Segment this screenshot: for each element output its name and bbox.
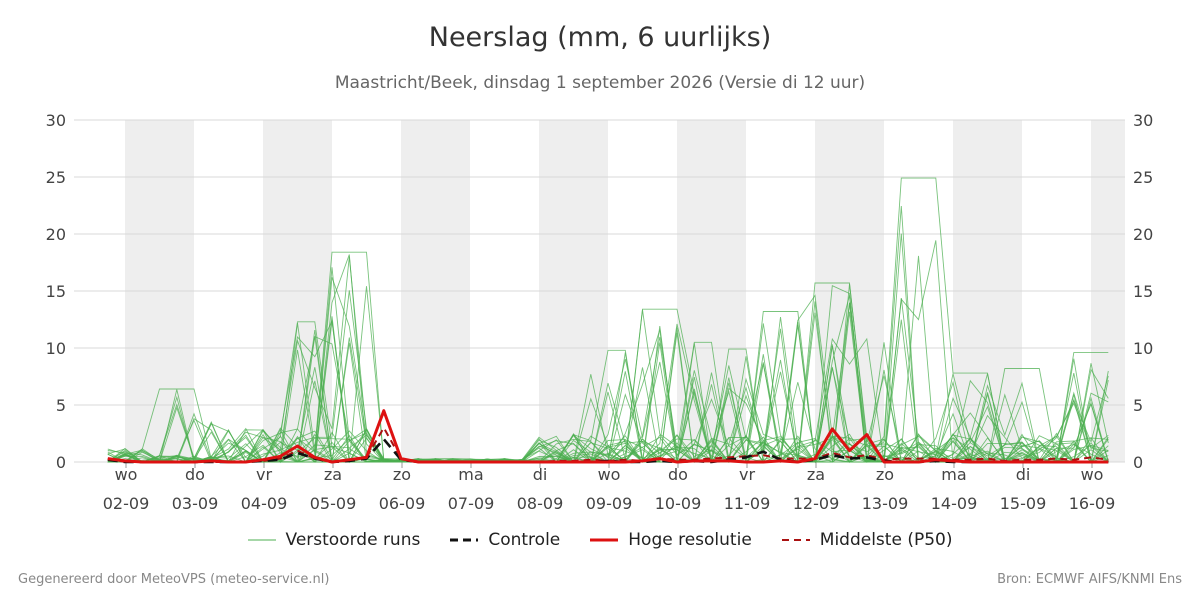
x-tick-label-day: za	[324, 465, 342, 484]
footer-generator: Gegenereerd door MeteoVPS (meteo-service…	[18, 572, 330, 587]
x-tick-label-day: di	[533, 465, 548, 484]
legend-swatch-hires	[590, 538, 619, 542]
y-tick-label-right: 5	[1133, 396, 1143, 415]
x-tick-label-day: do	[185, 465, 205, 484]
legend-item-median[interactable]: Middelste (P50)	[781, 530, 953, 550]
y-tick-label-right: 0	[1133, 453, 1143, 472]
y-tick-label-right: 10	[1133, 339, 1153, 358]
legend-item-control[interactable]: Controle	[450, 530, 560, 550]
x-tick-label-day: vr	[739, 465, 755, 484]
x-tick-label-date: 13-09	[862, 494, 909, 513]
x-tick-label-day: wo	[1081, 465, 1104, 484]
y-tick-label-right: 30	[1133, 111, 1153, 130]
legend-label-control: Controle	[488, 530, 561, 550]
legend-swatch-control	[450, 538, 479, 542]
y-tick-label-right: 20	[1133, 225, 1153, 244]
x-tick-label-date: 06-09	[379, 494, 426, 513]
legend-item-hires[interactable]: Hoge resolutie	[590, 530, 752, 550]
x-tick-label-day: di	[1016, 465, 1031, 484]
y-tick-label-left: 0	[56, 453, 66, 472]
x-tick-label-day: vr	[256, 465, 272, 484]
y-tick-label-left: 15	[46, 282, 66, 301]
y-tick-label-left: 10	[46, 339, 66, 358]
y-tick-label-left: 25	[46, 168, 66, 187]
x-tick-label-date: 04-09	[241, 494, 288, 513]
chart-title: Neerslag (mm, 6 uurlijks)	[428, 22, 772, 53]
x-tick-label-day: wo	[115, 465, 138, 484]
x-tick-label-day: zo	[876, 465, 894, 484]
legend-label-median: Middelste (P50)	[819, 530, 953, 550]
x-tick-label-day: zo	[393, 465, 411, 484]
x-tick-label-day: wo	[598, 465, 621, 484]
series-line-hoge-resolutie	[107, 409, 1109, 464]
y-tick-label-right: 25	[1133, 168, 1153, 187]
y-tick-label-left: 30	[46, 111, 66, 130]
x-tick-label-date: 09-09	[586, 494, 633, 513]
x-tick-label-day: do	[668, 465, 688, 484]
x-tick-label-date: 10-09	[655, 494, 702, 513]
y-tick-label-left: 5	[56, 396, 66, 415]
legend-swatch-median	[781, 539, 810, 541]
x-tick-label-date: 05-09	[310, 494, 357, 513]
x-tick-label-day: ma	[458, 465, 483, 484]
x-tick-label-date: 11-09	[724, 494, 771, 513]
chart-subtitle: Maastricht/Beek, dinsdag 1 september 202…	[334, 73, 866, 93]
legend-label-hires: Hoge resolutie	[628, 530, 752, 550]
y-tick-label-left: 20	[46, 225, 66, 244]
footer-source: Bron: ECMWF AIFS/KNMI Ens	[997, 572, 1182, 587]
x-tick-label-date: 15-09	[1000, 494, 1047, 513]
ensemble-member-line	[107, 254, 1109, 464]
x-tick-label-date: 07-09	[448, 494, 495, 513]
x-tick-label-day: ma	[941, 465, 966, 484]
legend: Verstoorde runs Controle Hoge resolutie …	[0, 530, 1200, 550]
y-tick-label-right: 15	[1133, 282, 1153, 301]
x-tick-label-date: 02-09	[103, 494, 150, 513]
x-tick-label-date: 08-09	[517, 494, 564, 513]
legend-item-ensemble[interactable]: Verstoorde runs	[247, 530, 421, 550]
x-tick-label-date: 03-09	[172, 494, 219, 513]
x-tick-label-date: 16-09	[1069, 494, 1116, 513]
x-tick-label-day: za	[807, 465, 825, 484]
legend-label-ensemble: Verstoorde runs	[285, 530, 421, 550]
x-tick-label-date: 14-09	[931, 494, 978, 513]
x-tick-label-date: 12-09	[793, 494, 840, 513]
legend-swatch-ensemble	[247, 539, 276, 541]
